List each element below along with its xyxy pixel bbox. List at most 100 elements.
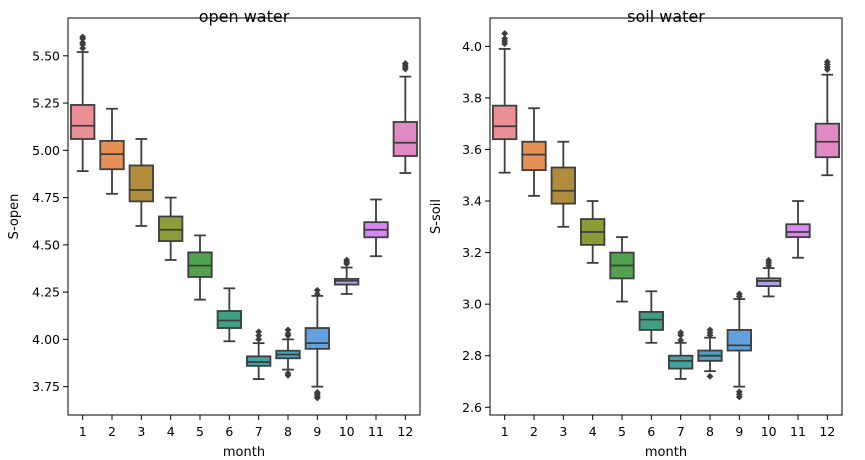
chart-title: soil water — [627, 7, 705, 26]
outlier-point — [284, 370, 292, 377]
box-month-12 — [392, 59, 418, 174]
outlier-point — [735, 290, 743, 298]
y-tick-label: 5.25 — [32, 96, 60, 111]
y-tick-label: 2.6 — [462, 400, 482, 415]
x-tick-label: 9 — [313, 424, 321, 439]
x-tick-label: 9 — [735, 424, 743, 439]
outlier-point — [79, 39, 87, 46]
box-iqr — [187, 251, 213, 278]
x-tick-label: 12 — [397, 424, 413, 439]
box-month-3 — [128, 138, 154, 227]
plot-frame — [489, 17, 843, 416]
box-month-11 — [363, 198, 389, 258]
box-month-1 — [492, 30, 518, 174]
box-month-9 — [304, 286, 330, 402]
outlier-point — [313, 286, 321, 294]
box-iqr — [726, 329, 752, 352]
outlier-point — [823, 58, 831, 66]
box-month-4 — [158, 196, 184, 261]
y-tick-label: 5.00 — [32, 143, 60, 158]
y-tick-label: 4.0 — [462, 39, 482, 54]
x-tick-label: 11 — [790, 424, 806, 439]
outlier-point — [284, 326, 292, 334]
y-tick-label: 4.75 — [32, 190, 60, 205]
outlier-point — [313, 290, 321, 298]
y-axis-label: S-soil — [429, 199, 444, 234]
outlier-point — [735, 388, 743, 396]
x-tick-label: 2 — [108, 424, 116, 439]
x-tick-label: 4 — [167, 424, 175, 439]
outlier-point — [255, 335, 263, 343]
box-month-6 — [216, 287, 242, 343]
outlier-point — [501, 35, 509, 43]
box-month-10 — [334, 256, 360, 295]
box-iqr — [70, 104, 96, 140]
x-axis-label: month — [223, 445, 265, 460]
box-iqr — [668, 354, 694, 370]
x-tick-label: 1 — [79, 424, 87, 439]
box-iqr — [128, 164, 154, 203]
box-iqr — [814, 122, 840, 159]
x-tick-label: 5 — [618, 424, 626, 439]
box-iqr — [216, 310, 242, 329]
box-month-2 — [521, 107, 547, 197]
box-month-3 — [550, 140, 576, 228]
outlier-point — [79, 33, 87, 41]
outlier-point — [255, 328, 263, 336]
box-month-12 — [814, 58, 840, 177]
y-tick-label: 3.4 — [462, 194, 482, 209]
y-axis-label: S-open — [7, 194, 22, 240]
box-month-8 — [275, 326, 301, 379]
soil-water-panel: soil water month S-soil 2.6 2.8 3.0 3.2 3.4 3.6 3… — [429, 7, 843, 460]
box-iqr — [246, 355, 272, 367]
x-tick-label: 6 — [647, 424, 655, 439]
x-tick-label: 4 — [589, 424, 597, 439]
y-tick-label: 3.2 — [462, 245, 482, 260]
outlier-point — [677, 329, 685, 336]
x-tick-label: 2 — [530, 424, 538, 439]
outlier-point — [343, 256, 351, 264]
box-iqr — [756, 277, 782, 288]
x-tick-label: 10 — [339, 424, 355, 439]
outlier-point — [255, 332, 263, 339]
box-iqr — [550, 166, 576, 205]
box-month-4 — [580, 200, 606, 264]
outlier-point — [765, 256, 773, 264]
box-iqr — [785, 223, 811, 239]
box-month-7 — [668, 329, 694, 380]
box-month-9 — [726, 290, 752, 401]
outlier-point — [79, 44, 87, 52]
y-tick-label: 3.75 — [32, 379, 60, 394]
outlier-point — [313, 388, 321, 396]
y-tick-label: 2.8 — [462, 348, 482, 363]
x-tick-label: 12 — [819, 424, 835, 439]
box-month-6 — [638, 290, 664, 344]
box-month-7 — [246, 328, 272, 380]
y-tick-label: 3.6 — [462, 142, 482, 157]
x-tick-label: 1 — [501, 424, 509, 439]
x-tick-label: 8 — [284, 424, 292, 439]
box-iqr — [638, 310, 664, 331]
x-tick-label: 6 — [225, 424, 233, 439]
x-tick-label: 10 — [761, 424, 777, 439]
x-axis-label: month — [645, 445, 687, 460]
x-tick-label: 7 — [255, 424, 263, 439]
box-iqr — [158, 215, 184, 242]
box-month-10 — [756, 256, 782, 298]
box-month-8 — [697, 326, 723, 380]
outlier-point — [706, 326, 714, 334]
box-iqr — [334, 277, 360, 286]
outlier-point — [677, 336, 685, 344]
y-tick-label: 5.50 — [32, 48, 60, 63]
box-month-2 — [99, 107, 125, 195]
x-tick-label: 7 — [677, 424, 685, 439]
box-iqr — [304, 327, 330, 350]
box-month-5 — [609, 236, 635, 303]
box-iqr — [392, 121, 418, 157]
open-water-panel: open water month S-open 3.75 4.00 4.25 4.50 4.7… — [7, 7, 421, 460]
box-month-5 — [187, 234, 213, 301]
y-tick-label: 4.25 — [32, 285, 60, 300]
outlier-point — [284, 330, 292, 338]
outlier-point — [706, 372, 714, 380]
